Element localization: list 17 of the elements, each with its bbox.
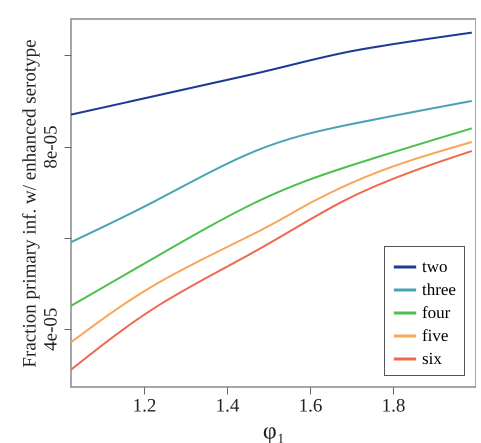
x-tick-label: 1.6 [298, 396, 322, 416]
line-series [70, 32, 473, 116]
line-series [70, 150, 473, 371]
legend-label: six [422, 349, 442, 368]
y-tick-label: 4e-05 [40, 308, 62, 351]
line-series [70, 127, 473, 307]
x-tick-label: 1.8 [382, 396, 406, 416]
y-axis-title: Fraction primary inf. w/ enhanced serotype [20, 39, 40, 368]
legend-label: five [422, 326, 448, 345]
line-series [70, 140, 473, 344]
legend-label: three [422, 280, 456, 299]
line-series [70, 100, 473, 244]
legend-label: two [422, 257, 448, 276]
x-tick-label: 1.2 [132, 396, 156, 416]
legend-label: four [422, 303, 451, 322]
x-tick-label: 1.4 [216, 396, 240, 416]
y-tick-label: 8e-05 [40, 125, 62, 169]
